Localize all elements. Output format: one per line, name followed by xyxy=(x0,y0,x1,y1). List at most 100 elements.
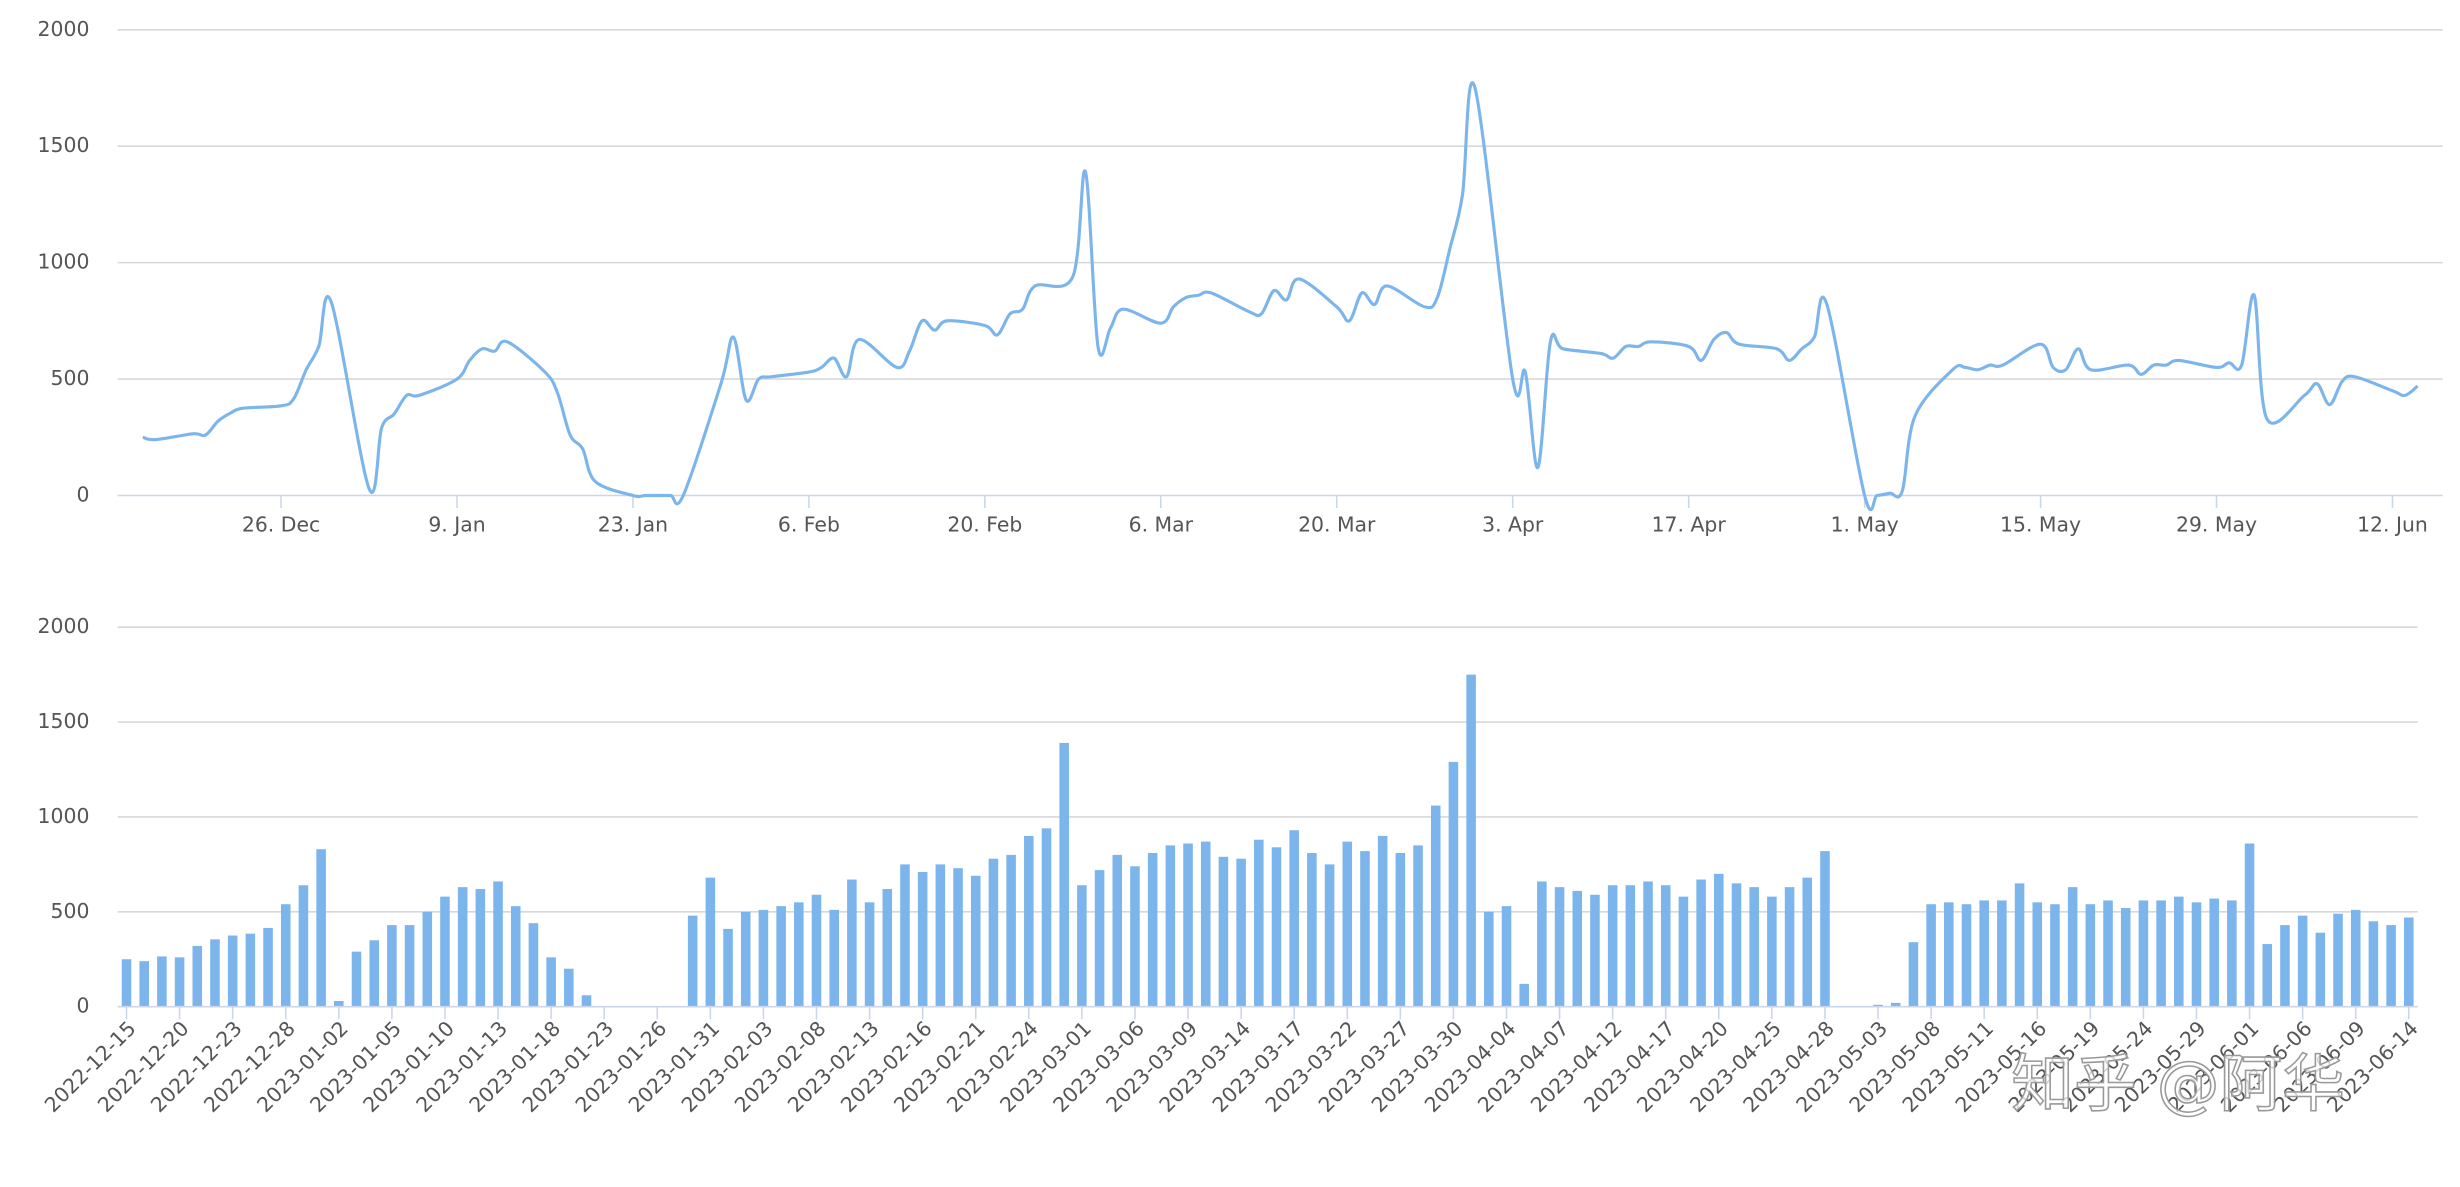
bar xyxy=(1537,881,1547,1007)
bar xyxy=(687,915,698,1007)
x-tick-label: 1. May xyxy=(1831,512,1899,536)
bar xyxy=(2032,902,2043,1007)
bar xyxy=(528,923,539,1007)
bar xyxy=(1395,852,1406,1007)
x-tick-label: 20. Feb xyxy=(947,512,1022,536)
bar xyxy=(1236,858,1246,1007)
bar xyxy=(723,928,733,1007)
bar xyxy=(2244,843,2255,1007)
bar xyxy=(139,961,149,1007)
bar xyxy=(1165,845,1176,1007)
bar xyxy=(1944,902,1954,1007)
bar xyxy=(210,939,220,1007)
bar xyxy=(811,894,822,1007)
bar xyxy=(369,940,379,1007)
bar xyxy=(1660,885,1671,1007)
bar xyxy=(1147,852,1158,1007)
bar xyxy=(1997,900,2007,1007)
bar xyxy=(2333,913,2343,1007)
x-tick-label: 9. Jan xyxy=(428,512,485,536)
bar xyxy=(847,879,857,1007)
bar xyxy=(510,906,521,1007)
bar xyxy=(422,911,433,1007)
x-tick-label: 6. Mar xyxy=(1129,512,1194,536)
bar xyxy=(2103,900,2113,1007)
bar xyxy=(1926,904,1936,1007)
x-tick-label: 3. Apr xyxy=(1482,512,1544,536)
bar xyxy=(1112,854,1123,1007)
y-tick-label: 1000 xyxy=(38,804,90,828)
bar xyxy=(1377,835,1388,1007)
bar xyxy=(740,911,751,1007)
bar xyxy=(776,906,786,1007)
bar xyxy=(1696,879,1706,1007)
bar xyxy=(2209,898,2219,1007)
bar xyxy=(1625,885,1636,1007)
bar xyxy=(953,868,963,1007)
bar xyxy=(440,896,450,1007)
bar xyxy=(1024,835,1034,1007)
bar xyxy=(705,877,716,1007)
y-tick-label: 1000 xyxy=(38,250,90,274)
bar xyxy=(1289,830,1299,1007)
bar xyxy=(581,995,592,1007)
y-tick-label: 0 xyxy=(76,483,89,507)
bar xyxy=(2297,915,2308,1007)
bar xyxy=(298,885,309,1007)
bar xyxy=(1094,870,1105,1007)
bar xyxy=(387,925,397,1007)
y-tick-label: 500 xyxy=(51,366,90,390)
bar xyxy=(900,864,910,1007)
bar xyxy=(1501,906,1512,1007)
bar xyxy=(864,902,875,1007)
bar xyxy=(2191,902,2202,1007)
bar xyxy=(2174,896,2184,1007)
x-tick-label: 17. Apr xyxy=(1652,512,1727,536)
bar xyxy=(404,925,415,1007)
bar xyxy=(1607,885,1618,1007)
bar xyxy=(1324,864,1335,1007)
bar xyxy=(1820,851,1830,1007)
bar xyxy=(1979,900,1989,1007)
bar xyxy=(2050,904,2060,1007)
bar xyxy=(882,889,893,1007)
bar xyxy=(758,909,769,1007)
bar xyxy=(351,951,362,1007)
bar xyxy=(2156,900,2166,1007)
bar xyxy=(1466,674,1476,1007)
bar xyxy=(1554,887,1565,1007)
bar xyxy=(2368,921,2379,1007)
bar xyxy=(917,871,928,1007)
bar xyxy=(227,935,238,1007)
bar xyxy=(564,968,574,1007)
bar xyxy=(1678,896,1689,1007)
bar xyxy=(1360,851,1370,1007)
bar xyxy=(245,933,256,1007)
bar xyxy=(546,957,556,1007)
bar xyxy=(1873,1004,1883,1007)
bar xyxy=(2350,909,2361,1007)
bar xyxy=(2120,908,2131,1007)
y-tick-label: 2000 xyxy=(38,614,90,638)
bar xyxy=(334,1000,344,1007)
bar xyxy=(935,864,946,1007)
bar xyxy=(1059,742,1069,1007)
bar xyxy=(1731,883,1742,1007)
bar xyxy=(2262,944,2273,1007)
bar xyxy=(2014,883,2025,1007)
bar xyxy=(316,849,326,1007)
bar xyxy=(1430,805,1441,1007)
bar xyxy=(1643,881,1653,1007)
bar xyxy=(829,909,839,1007)
bar xyxy=(2404,917,2414,1007)
bar xyxy=(1448,761,1459,1007)
x-tick-label: 29. May xyxy=(2176,512,2257,536)
bar xyxy=(1200,841,1211,1007)
bar xyxy=(1908,942,1919,1007)
bar xyxy=(280,904,291,1007)
bar xyxy=(1254,839,1264,1007)
line-series xyxy=(142,81,2419,512)
bar xyxy=(1183,843,1193,1007)
bar xyxy=(1714,873,1724,1007)
y-tick-label: 2000 xyxy=(38,17,90,41)
